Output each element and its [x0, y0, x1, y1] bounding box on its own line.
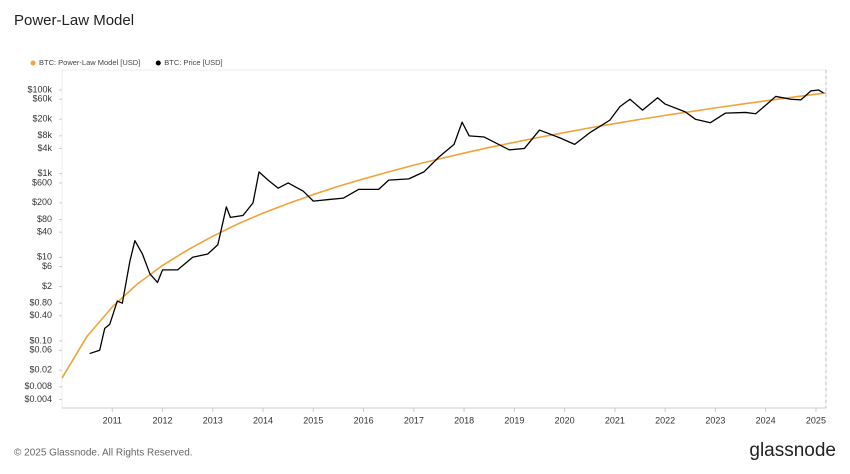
y-tick-label: $0.40: [29, 310, 52, 320]
brand-logo: glassnode: [749, 440, 836, 461]
chart-title: Power-Law Model: [14, 12, 134, 29]
series-line: [61, 92, 827, 379]
x-tick-label: 2020: [555, 415, 575, 425]
y-tick-label: $600: [32, 177, 52, 187]
y-tick-label: $0.02: [29, 365, 52, 375]
y-tick-label: $4k: [37, 143, 52, 153]
legend-label: BTC: Price [USD]: [164, 58, 222, 67]
y-tick-label: $8k: [37, 130, 52, 140]
y-tick-label: $80: [37, 214, 52, 224]
y-tick-label: $200: [32, 197, 52, 207]
y-tick-label: $100k: [27, 84, 52, 94]
x-tick-label: 2016: [354, 415, 374, 425]
y-tick-label: $0.80: [29, 298, 52, 308]
x-tick-label: 2024: [756, 415, 776, 425]
y-tick-label: $0.06: [29, 345, 52, 355]
y-tick-label: $40: [37, 226, 52, 236]
x-tick-label: 2018: [454, 415, 474, 425]
y-tick-label: $0.008: [24, 381, 52, 391]
y-tick-label: $2: [42, 281, 52, 291]
y-tick-label: $0.004: [24, 394, 52, 404]
y-tick-label: $6: [42, 261, 52, 271]
x-tick-label: 2014: [253, 415, 273, 425]
y-tick-label: $1k: [37, 168, 52, 178]
legend-swatch: [155, 60, 161, 66]
series-line: [89, 89, 824, 355]
x-tick-label: 2011: [103, 415, 122, 425]
x-tick-label: 2013: [203, 415, 223, 425]
legend-swatch: [30, 60, 36, 66]
x-tick-label: 2019: [504, 415, 524, 425]
y-tick-label: $0.10: [29, 335, 52, 345]
x-tick-label: 2021: [605, 415, 625, 425]
footer: © 2025 Glassnode. All Rights Reserved.: [14, 448, 193, 459]
x-tick-label: 2022: [655, 415, 675, 425]
x-tick-label: 2025: [806, 415, 826, 425]
y-tick-label: $10: [37, 252, 52, 262]
y-tick-label: $20k: [32, 114, 52, 124]
x-tick-label: 2017: [404, 415, 424, 425]
x-tick-label: 2015: [303, 415, 323, 425]
legend-label: BTC: Power-Law Model [USD]: [39, 58, 140, 67]
x-tick-label: 2023: [705, 415, 725, 425]
y-tick-label: $60k: [32, 94, 52, 104]
plot-area: [61, 69, 827, 409]
x-tick-label: 2012: [153, 415, 173, 425]
